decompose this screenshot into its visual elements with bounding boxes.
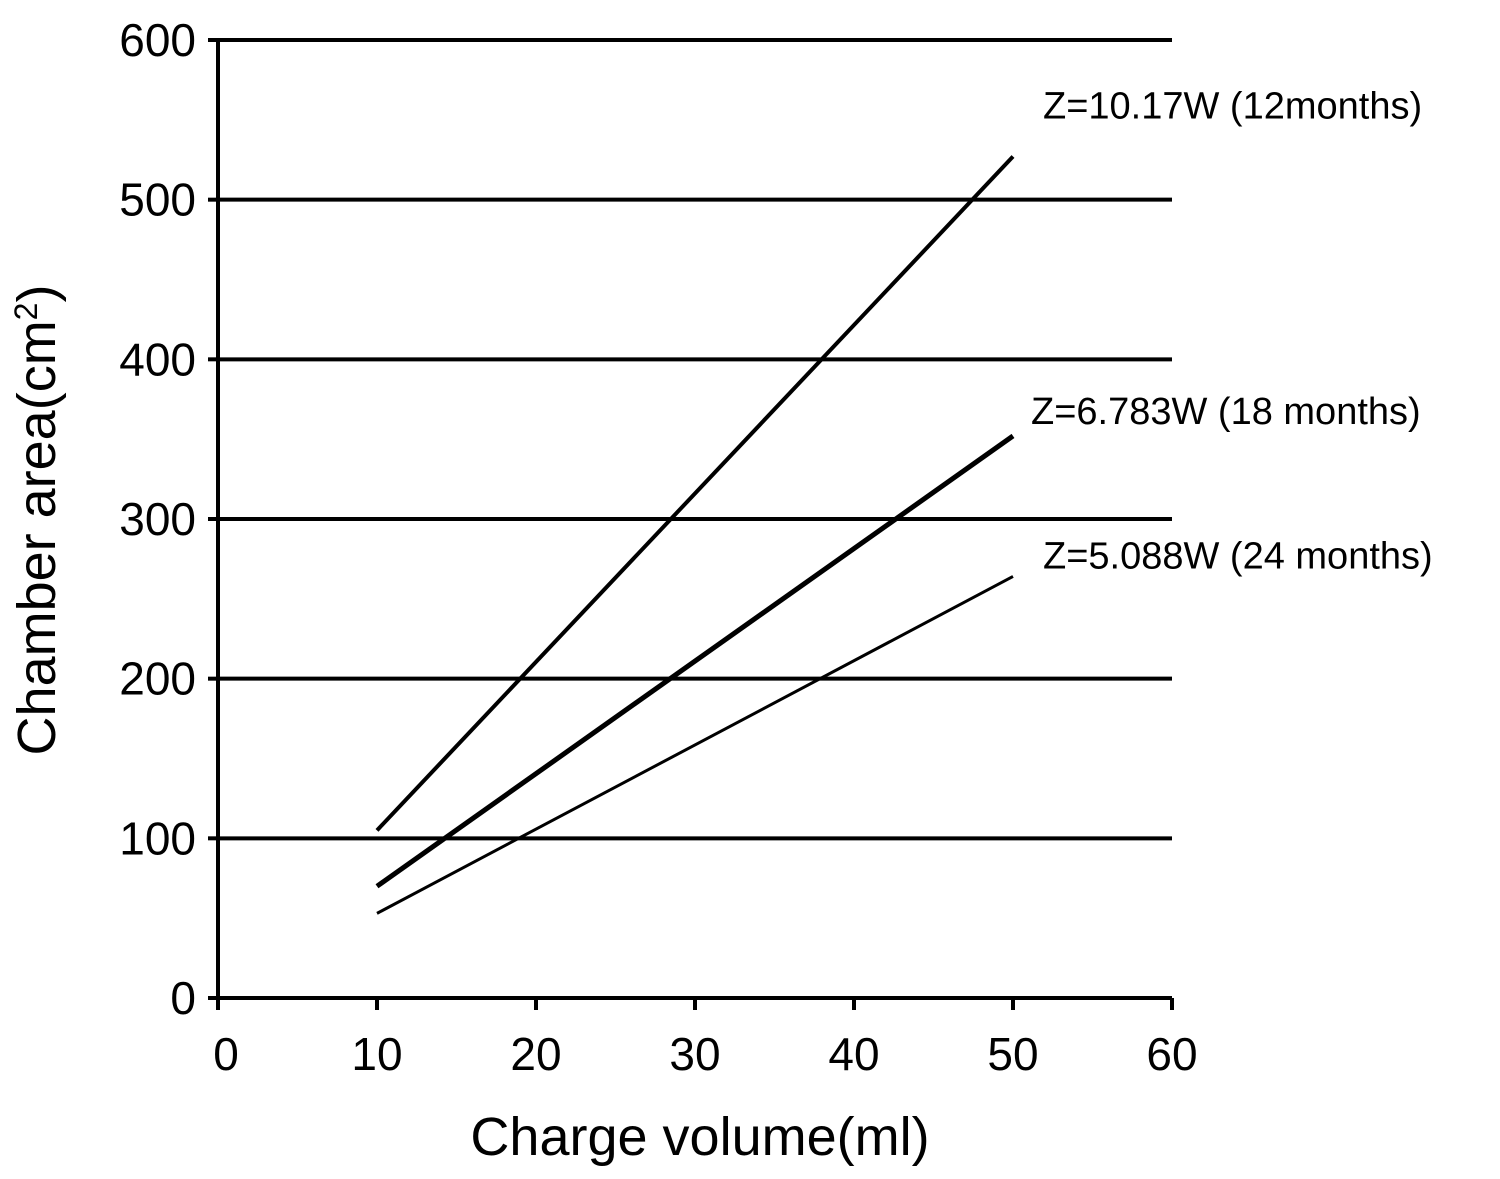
y-tick-label-500: 500	[119, 174, 196, 226]
x-tick-label-20: 20	[510, 1028, 561, 1080]
series-label-1: Z=10.17W (12months)	[1043, 86, 1422, 128]
y-tick-label-300: 300	[119, 493, 196, 545]
grid-lines	[218, 38, 1172, 841]
series-line-2	[375, 433, 1015, 889]
x-tick-label-10: 10	[351, 1028, 402, 1080]
y-tick-label-100: 100	[119, 812, 196, 864]
axis-ticks: 0 100 200 300 400 500 600 0 10 20 30 40 50 60	[119, 14, 1197, 1080]
data-series	[375, 155, 1015, 915]
x-tick-label-0: 0	[213, 1028, 239, 1080]
y-tick-label-200: 200	[119, 653, 196, 705]
series-labels: Z=10.17W (12months) Z=6.783W (18 months) Z…	[1031, 86, 1433, 578]
series-line-1	[375, 155, 1015, 832]
series-label-3: Z=5.088W (24 months)	[1043, 535, 1433, 577]
x-tick-label-30: 30	[669, 1028, 720, 1080]
x-tick-label-40: 40	[828, 1028, 879, 1080]
y-tick-label-600: 600	[119, 14, 196, 66]
x-tick-label-50: 50	[987, 1028, 1038, 1080]
y-tick-label-0: 0	[170, 972, 196, 1024]
series-line-3	[376, 575, 1014, 915]
y-axis-title: Chamber area(cm2)	[7, 285, 67, 756]
series-label-2: Z=6.783W (18 months)	[1031, 391, 1421, 433]
x-axis-title: Charge volume(ml)	[470, 1107, 929, 1167]
y-tick-label-400: 400	[119, 333, 196, 385]
x-tick-label-60: 60	[1146, 1028, 1197, 1080]
